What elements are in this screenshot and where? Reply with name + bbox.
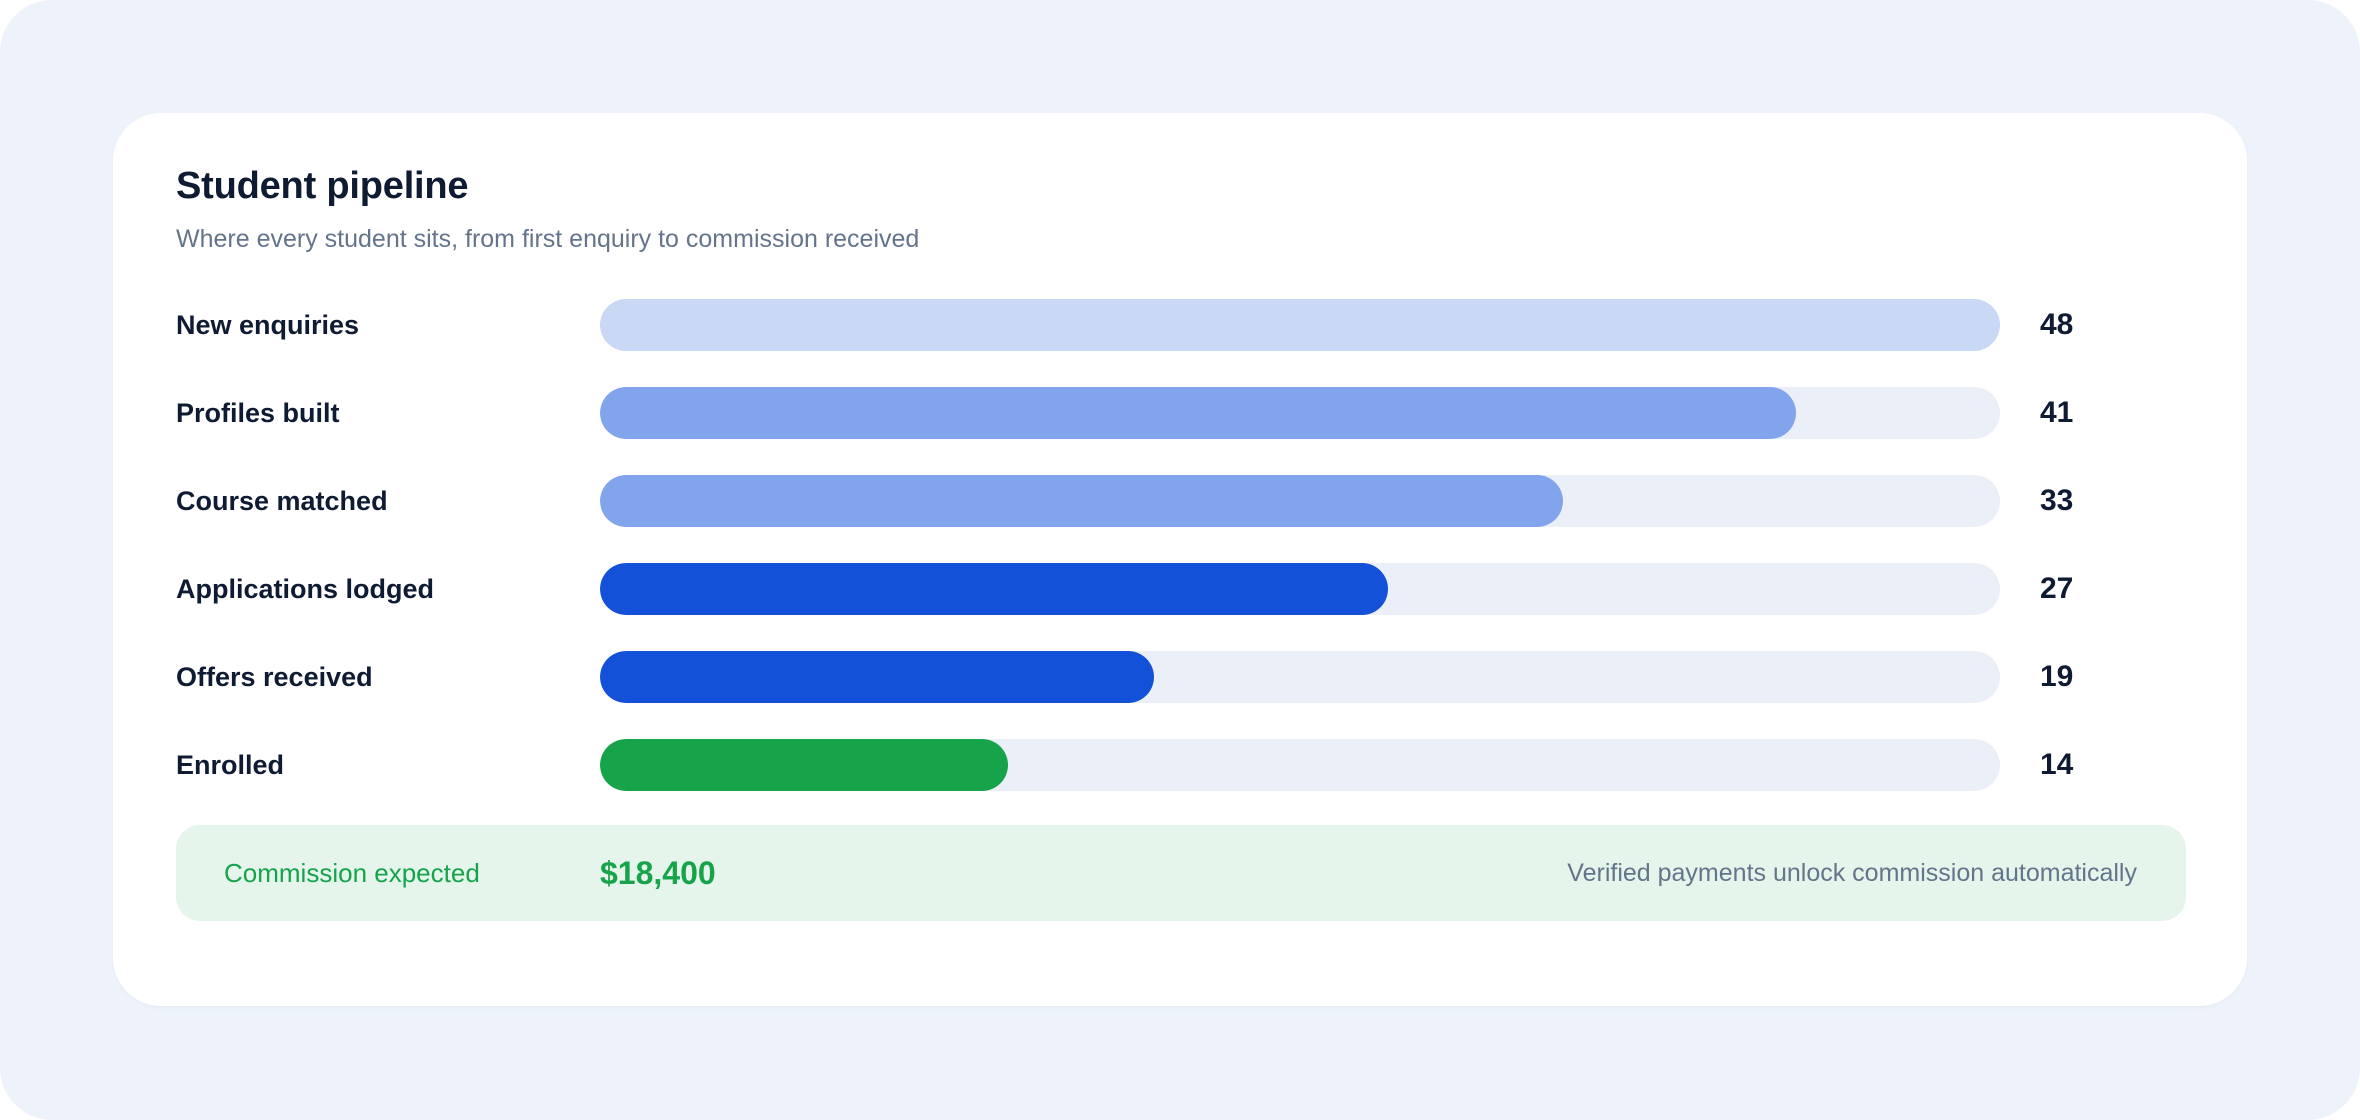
card-title: Student pipeline [176, 165, 469, 207]
bar-track-new-enquiries [600, 299, 2000, 351]
stage-value-enrolled: 14 [2040, 748, 2074, 781]
commission-label: Commission expected [224, 858, 480, 888]
stage-value-new-enquiries: 48 [2040, 308, 2074, 341]
stage-value-profiles-built: 41 [2040, 396, 2074, 429]
stage-label-applications-lodged: Applications lodged [176, 574, 435, 604]
bar-course-matched [600, 475, 1563, 527]
stage-label-enrolled: Enrolled [176, 750, 285, 780]
card-subtitle: Where every student sits, from first enq… [176, 225, 920, 253]
stage-label-offers-received: Offers received [176, 662, 373, 692]
stage-row-offers-received: Offers received 19 [176, 651, 2206, 703]
bar-track-course-matched [600, 475, 2000, 527]
stage-label-new-enquiries: New enquiries [176, 310, 360, 340]
commission-banner: Commission expected $18,400 Verified pay… [176, 825, 2186, 921]
stage-row-enrolled: Enrolled 14 [176, 739, 2206, 791]
bar-new-enquiries [600, 299, 2000, 351]
stage-row-new-enquiries: New enquiries 48 [176, 299, 2206, 351]
commission-amount: $18,400 [600, 855, 716, 891]
bar-offers-received [600, 651, 1154, 703]
bar-profiles-built [600, 387, 1796, 439]
stage-row-applications-lodged: Applications lodged 27 [176, 563, 2206, 615]
bar-track-profiles-built [600, 387, 2000, 439]
bar-enrolled [600, 739, 1008, 791]
bar-applications-lodged [600, 563, 1388, 615]
stage-value-offers-received: 19 [2040, 660, 2074, 693]
pipeline-card: Student pipeline Where every student sit… [113, 113, 2247, 1006]
bar-track-applications-lodged [600, 563, 2000, 615]
bar-track-enrolled [600, 739, 2000, 791]
stage-row-profiles-built: Profiles built 41 [176, 387, 2206, 439]
stage-label-profiles-built: Profiles built [176, 398, 340, 428]
commission-note: Verified payments unlock commission auto… [1567, 859, 2137, 887]
stage-value-applications-lodged: 27 [2040, 572, 2074, 605]
stage-label-course-matched: Course matched [176, 486, 388, 516]
stage-row-course-matched: Course matched 33 [176, 475, 2206, 527]
bar-track-offers-received [600, 651, 2000, 703]
stage-value-course-matched: 33 [2040, 484, 2074, 517]
